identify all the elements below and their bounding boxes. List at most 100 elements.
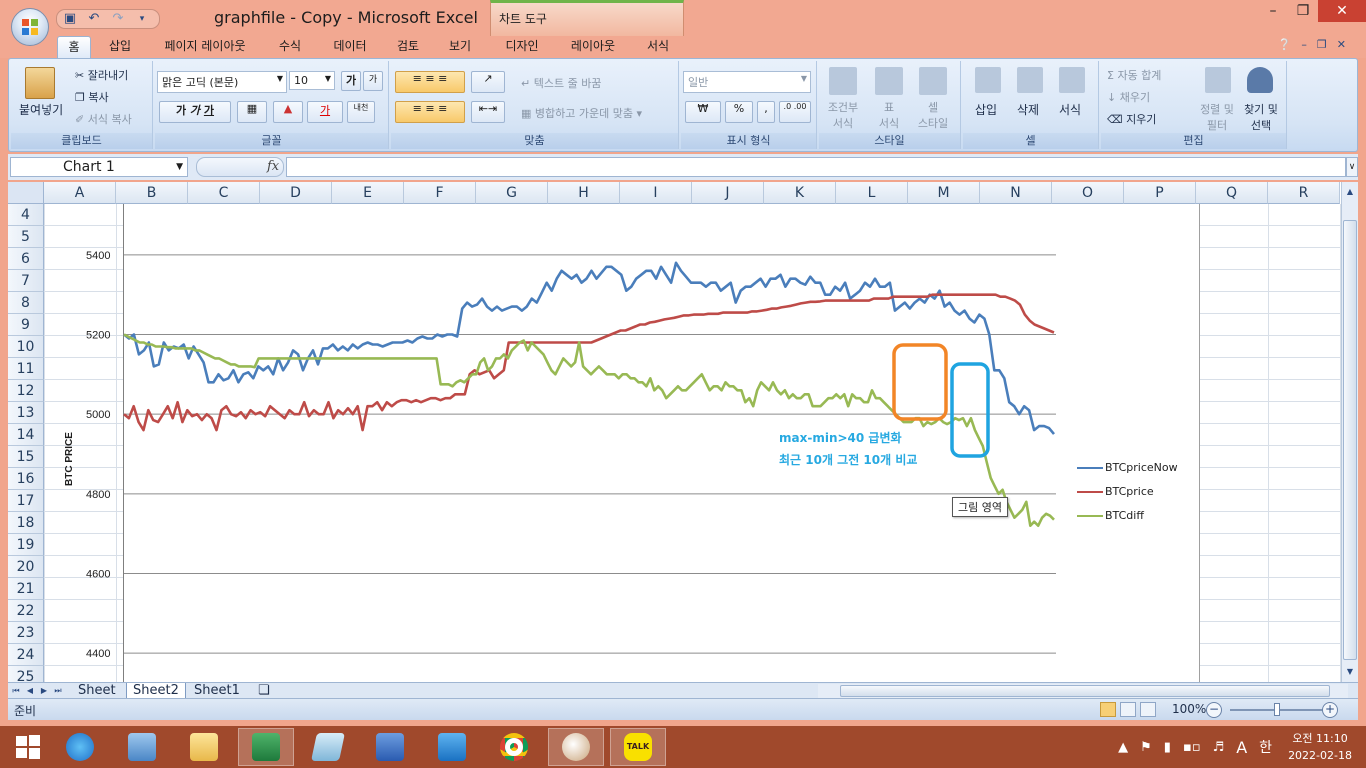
- help-icon[interactable]: ❔: [1277, 38, 1292, 51]
- cell-style-icon[interactable]: [919, 67, 947, 95]
- conditional-format-button[interactable]: 조건부 서식: [825, 99, 861, 131]
- column-header[interactable]: K: [764, 182, 836, 204]
- insert-cells-icon[interactable]: [975, 67, 1001, 93]
- row-header[interactable]: 18: [8, 512, 44, 534]
- column-header[interactable]: G: [476, 182, 548, 204]
- page-break-view-icon[interactable]: [1140, 702, 1156, 717]
- row-header[interactable]: 24: [8, 644, 44, 666]
- format-cells-icon[interactable]: [1059, 67, 1085, 93]
- paste-button[interactable]: 붙여넣기: [19, 103, 64, 117]
- save-icon[interactable]: ▣: [63, 11, 77, 26]
- row-header[interactable]: 15: [8, 446, 44, 468]
- row-header[interactable]: 5: [8, 226, 44, 248]
- column-header[interactable]: C: [188, 182, 260, 204]
- font-name-select[interactable]: 맑은 고딕 (본문) ▼: [157, 71, 287, 93]
- column-header[interactable]: D: [260, 182, 332, 204]
- row-header[interactable]: 22: [8, 600, 44, 622]
- column-header[interactable]: H: [548, 182, 620, 204]
- copy-button[interactable]: ❐ 복사: [75, 89, 109, 105]
- wrap-text-button[interactable]: ↵ 텍스트 줄 바꿈: [521, 75, 601, 91]
- row-header[interactable]: 19: [8, 534, 44, 556]
- decimal-icon[interactable]: .0 .00: [779, 101, 811, 123]
- comma-icon[interactable]: ,: [757, 101, 775, 123]
- cut-button[interactable]: ✂ 잘라내기: [75, 67, 128, 83]
- tab-page-layout[interactable]: 페이지 레이아웃: [164, 39, 246, 53]
- taskbar-internet-explorer[interactable]: [52, 728, 108, 766]
- sort-filter-button[interactable]: 정렬 및 필터: [1197, 101, 1237, 133]
- column-header[interactable]: Q: [1196, 182, 1268, 204]
- shrink-font-icon[interactable]: 가: [363, 71, 383, 91]
- clear-button[interactable]: ⌫ 지우기: [1107, 111, 1156, 127]
- sheet-tab-sheet2[interactable]: Sheet2: [126, 683, 186, 699]
- tab-chart-format[interactable]: 서식: [646, 39, 670, 53]
- row-header[interactable]: 7: [8, 270, 44, 292]
- zoom-in-icon[interactable]: +: [1322, 702, 1338, 718]
- insert-sheet-icon[interactable]: ❏: [258, 683, 270, 698]
- paste-icon[interactable]: [25, 67, 55, 99]
- series-line-btcdiff[interactable]: [123, 333, 1055, 528]
- horizontal-scroll-thumb[interactable]: [840, 685, 1330, 697]
- fill-button[interactable]: ↓ 채우기: [1107, 89, 1150, 105]
- row-header[interactable]: 10: [8, 336, 44, 358]
- delete-cells-button[interactable]: 삭제: [1017, 103, 1040, 117]
- taskbar-clock[interactable]: 오전 11:10 2022-02-18: [1288, 730, 1352, 764]
- taskbar-control-panel[interactable]: [114, 728, 170, 766]
- select-all-button[interactable]: [8, 182, 44, 204]
- customize-qat-icon[interactable]: ▾: [139, 14, 145, 24]
- chart-object[interactable]: 4400 4600 4800 5000 5200 5400 BTC PRICE BTCpri…: [64, 204, 1201, 682]
- highlight-box-orange[interactable]: [892, 343, 948, 421]
- font-color-icon[interactable]: 가: [307, 101, 343, 123]
- office-button[interactable]: [11, 8, 49, 46]
- row-header[interactable]: 12: [8, 380, 44, 402]
- zoom-out-icon[interactable]: −: [1206, 702, 1222, 718]
- merge-center-button[interactable]: ▦ 병합하고 가운데 맞춤 ▾: [521, 107, 643, 120]
- row-header[interactable]: 8: [8, 292, 44, 314]
- tray-expand-icon[interactable]: ▲: [1118, 739, 1129, 755]
- prev-sheet-icon[interactable]: ◀: [26, 686, 34, 695]
- sort-filter-icon[interactable]: [1205, 67, 1231, 93]
- column-header[interactable]: A: [44, 182, 116, 204]
- chart-svg[interactable]: 4400 4600 4800 5000 5200 5400 BTC PRICE: [64, 204, 1201, 682]
- row-header[interactable]: 13: [8, 402, 44, 424]
- tab-chart-design[interactable]: 디자인: [505, 39, 539, 53]
- column-header[interactable]: O: [1052, 182, 1124, 204]
- zoom-level[interactable]: 100%: [1172, 702, 1207, 716]
- start-button[interactable]: [0, 728, 56, 766]
- taskbar-file-explorer[interactable]: [176, 728, 232, 766]
- column-header[interactable]: E: [332, 182, 404, 204]
- row-header[interactable]: 9: [8, 314, 44, 336]
- delete-cells-icon[interactable]: [1017, 67, 1043, 93]
- scroll-up-icon[interactable]: ▲: [1346, 187, 1354, 196]
- insert-cells-button[interactable]: 삽입: [975, 103, 998, 117]
- column-header[interactable]: I: [620, 182, 692, 204]
- autosum-button[interactable]: Σ 자동 합계: [1107, 67, 1161, 83]
- expand-formula-icon[interactable]: ∨: [1346, 157, 1358, 177]
- page-layout-view-icon[interactable]: [1120, 702, 1136, 717]
- column-header[interactable]: B: [116, 182, 188, 204]
- tab-data[interactable]: 데이터: [333, 39, 367, 53]
- insert-function-icon[interactable]: fx: [267, 159, 280, 174]
- conditional-format-icon[interactable]: [829, 67, 857, 95]
- battery-icon[interactable]: ▮: [1163, 739, 1171, 755]
- row-header[interactable]: 25: [8, 666, 44, 682]
- column-header[interactable]: R: [1268, 182, 1340, 204]
- last-sheet-icon[interactable]: ⏭: [54, 686, 62, 695]
- number-format-select[interactable]: 일반 ▼: [683, 71, 811, 93]
- format-cells-button[interactable]: 서식: [1059, 103, 1082, 117]
- tab-review[interactable]: 검토: [396, 39, 420, 53]
- row-header[interactable]: 20: [8, 556, 44, 578]
- row-header[interactable]: 11: [8, 358, 44, 380]
- phonetic-icon[interactable]: 내천: [347, 101, 375, 123]
- next-sheet-icon[interactable]: ▶: [40, 686, 48, 695]
- series-line-btcpricenow[interactable]: [123, 261, 1055, 435]
- highlight-box-blue[interactable]: [950, 362, 990, 458]
- sheet-tab-sheet[interactable]: Sheet: [78, 683, 116, 698]
- tab-chart-layout[interactable]: 레이아웃: [570, 39, 616, 53]
- legend-item-btcpricenow[interactable]: BTCpriceNow: [1105, 461, 1178, 474]
- legend-item-btcprice[interactable]: BTCprice: [1105, 485, 1154, 498]
- minimize-button[interactable]: –: [1269, 3, 1277, 19]
- volume-icon[interactable]: ♬: [1212, 739, 1225, 755]
- row-header[interactable]: 23: [8, 622, 44, 644]
- sheet-tab-sheet1[interactable]: Sheet1: [194, 683, 240, 698]
- taskbar-excel[interactable]: [238, 728, 294, 766]
